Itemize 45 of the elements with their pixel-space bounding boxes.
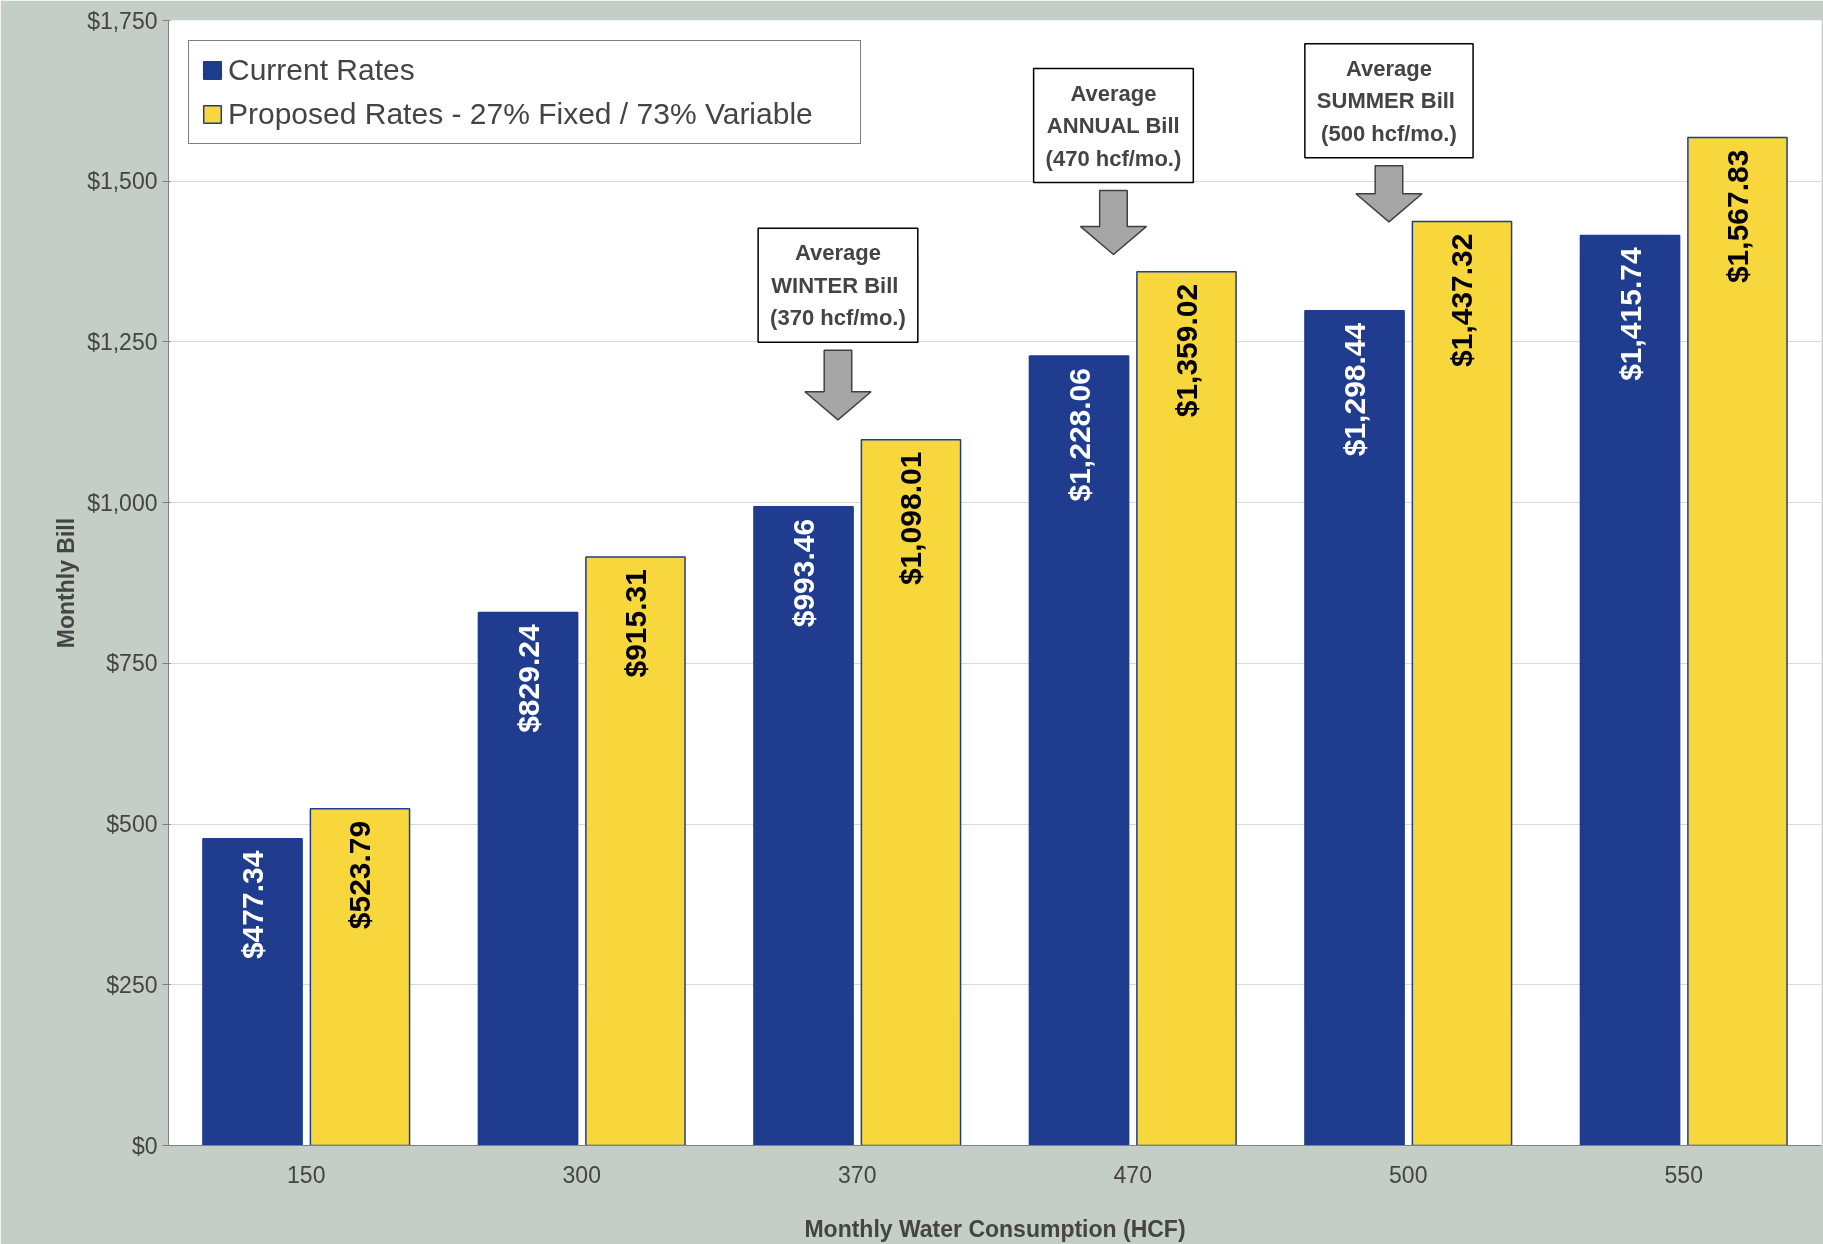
y-tick-label: $0 <box>131 1132 158 1159</box>
text: $829.24 <box>511 624 545 733</box>
text: $1,298.44 <box>1338 322 1372 457</box>
y-axis-title: Monthly Bill <box>53 517 80 649</box>
bar <box>1579 234 1681 1146</box>
bar <box>753 506 854 1146</box>
text: $1,098.01 <box>894 451 928 586</box>
text: $915.31 <box>618 569 652 678</box>
bar <box>1136 271 1237 1146</box>
bar <box>1028 355 1130 1146</box>
bar <box>585 556 686 1146</box>
y-tick-label: $750 <box>106 650 158 677</box>
bar <box>1411 220 1513 1146</box>
text: $523.79 <box>343 820 377 930</box>
y-tick-label: $1,250 <box>87 328 158 355</box>
x-tick-label: 150 <box>287 1161 326 1188</box>
y-tick-label: $1,750 <box>87 7 158 34</box>
y-tick-label: $1,500 <box>87 168 158 195</box>
bar <box>1304 310 1405 1146</box>
text: $477.34 <box>236 850 270 960</box>
text: $1,415.74 <box>1613 247 1647 381</box>
y-tick-label: $250 <box>106 971 158 998</box>
bar <box>477 611 579 1146</box>
text: $1,437.32 <box>1445 233 1479 367</box>
text: $1,228.06 <box>1062 368 1096 502</box>
annotation: Average SUMMER Bill (500 hcf/mo.) <box>1316 55 1457 146</box>
y-tick-label: $500 <box>106 811 158 838</box>
legend-label: Current Rates <box>228 53 416 87</box>
x-tick-label: 500 <box>1389 1161 1428 1188</box>
x-tick-label: 300 <box>562 1161 601 1188</box>
x-tick-label: 470 <box>1113 1161 1152 1188</box>
bar <box>860 438 962 1146</box>
bar <box>309 808 411 1146</box>
y-tick-label: $1,000 <box>87 489 158 516</box>
text: $1,359.02 <box>1169 283 1203 418</box>
text: $1,567.83 <box>1720 149 1754 284</box>
bar <box>202 837 303 1146</box>
x-tick-label: 370 <box>838 1161 877 1188</box>
legend-label: Proposed Rates - 27% Fixed / 73% Variable <box>228 97 814 131</box>
x-tick-label: 550 <box>1664 1161 1703 1188</box>
text: $993.46 <box>787 518 821 628</box>
bar <box>1687 136 1788 1146</box>
annotation: Average WINTER Bill (370 hcf/mo.) <box>770 240 906 331</box>
annotation: Average ANNUAL Bill (470 hcf/mo.) <box>1045 80 1182 171</box>
x-axis-title: Monthly Water Consumption (HCF) <box>804 1215 1186 1242</box>
